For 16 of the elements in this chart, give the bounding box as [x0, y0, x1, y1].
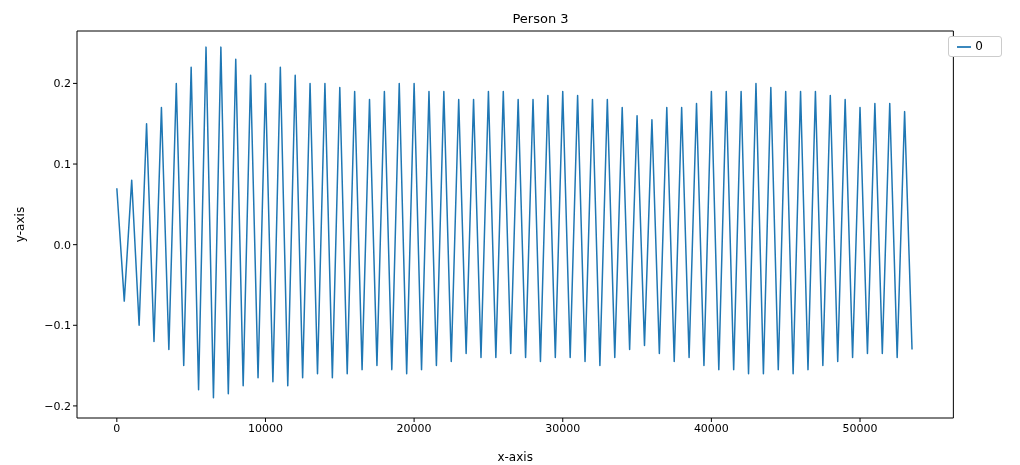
y-tick-label: −0.1 [44, 319, 71, 333]
x-tick-label: 10000 [247, 421, 283, 435]
x-tick-label: 0 [113, 421, 121, 435]
x-axis-title: x-axis [497, 450, 533, 464]
legend-label: 0 [975, 39, 983, 53]
chart-title: Person 3 [511, 11, 570, 26]
y-tick-label: 0.1 [53, 157, 71, 171]
y-tick-label: 0.2 [53, 77, 71, 91]
x-tick-label: 30000 [545, 421, 581, 435]
y-tick-label: −0.2 [44, 399, 71, 413]
y-axis-title: y-axis [13, 206, 28, 243]
x-tick-label: 50000 [842, 421, 878, 435]
x-tick-label: 20000 [396, 421, 432, 435]
line-series [116, 46, 913, 399]
x-tick-label: 40000 [693, 421, 729, 435]
y-tick-label: 0.0 [53, 238, 71, 252]
